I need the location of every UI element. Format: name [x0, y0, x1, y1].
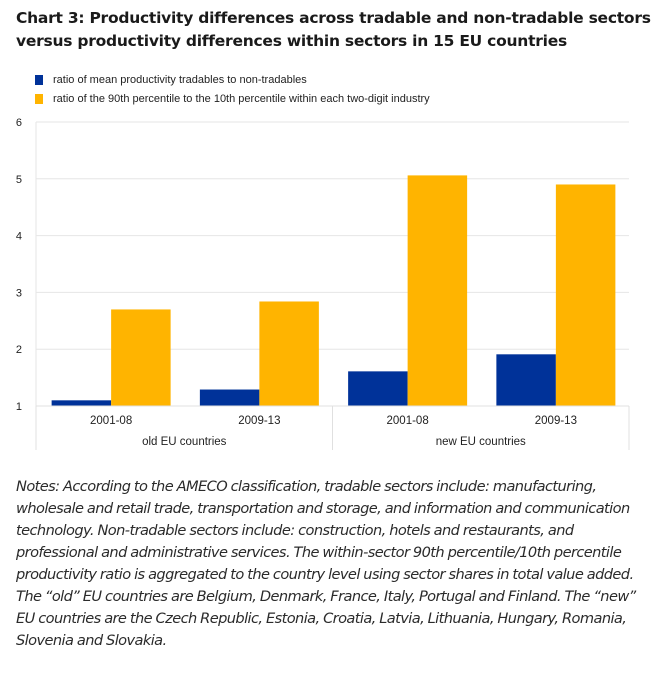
x-tick-label: 2009-13 [238, 415, 280, 427]
y-tick-label: 2 [16, 344, 22, 356]
y-tick-label: 1 [16, 401, 22, 413]
chart-title: Chart 3: Productivity differences across… [16, 9, 651, 50]
legend-label: ratio of mean productivity tradables to … [53, 73, 307, 86]
x-tick-label: 2001-08 [387, 415, 429, 427]
y-axis-ticks: 1 2 3 4 5 6 [16, 117, 22, 413]
bar-mean-ratio [496, 354, 556, 406]
bar-mean-ratio [199, 389, 260, 406]
x-group-label: old EU countries [142, 436, 227, 448]
legend-item-percentile-ratio: ratio of the 90th percentile to the 10th… [35, 89, 430, 108]
bar-percentile-ratio [111, 309, 171, 406]
bar-percentile-ratio [407, 175, 468, 406]
y-tick-label: 6 [16, 117, 22, 129]
legend-swatch-blue [35, 74, 43, 85]
bar-mean-ratio [51, 400, 112, 406]
x-tick-label: 2001-08 [90, 415, 132, 427]
legend-label: ratio of the 90th percentile to the 10th… [53, 92, 430, 105]
legend-swatch-yellow [35, 93, 43, 104]
bar-percentile-ratio [259, 301, 319, 406]
x-group-label: new EU countries [436, 436, 526, 448]
legend: ratio of mean productivity tradables to … [35, 70, 430, 108]
x-axis: 2001-08 2009-13 old EU countries 2001-08 200… [35, 405, 630, 450]
legend-item-mean-ratio: ratio of mean productivity tradables to … [35, 70, 430, 89]
y-tick-label: 5 [16, 174, 22, 186]
bar-percentile-ratio [555, 184, 616, 406]
bars [51, 175, 616, 406]
bar-mean-ratio [348, 371, 408, 406]
chart-notes: Notes: According to the AMECO classifica… [16, 478, 636, 649]
y-tick-label: 3 [16, 287, 22, 299]
y-tick-label: 4 [16, 231, 22, 243]
x-tick-label: 2009-13 [535, 415, 577, 427]
